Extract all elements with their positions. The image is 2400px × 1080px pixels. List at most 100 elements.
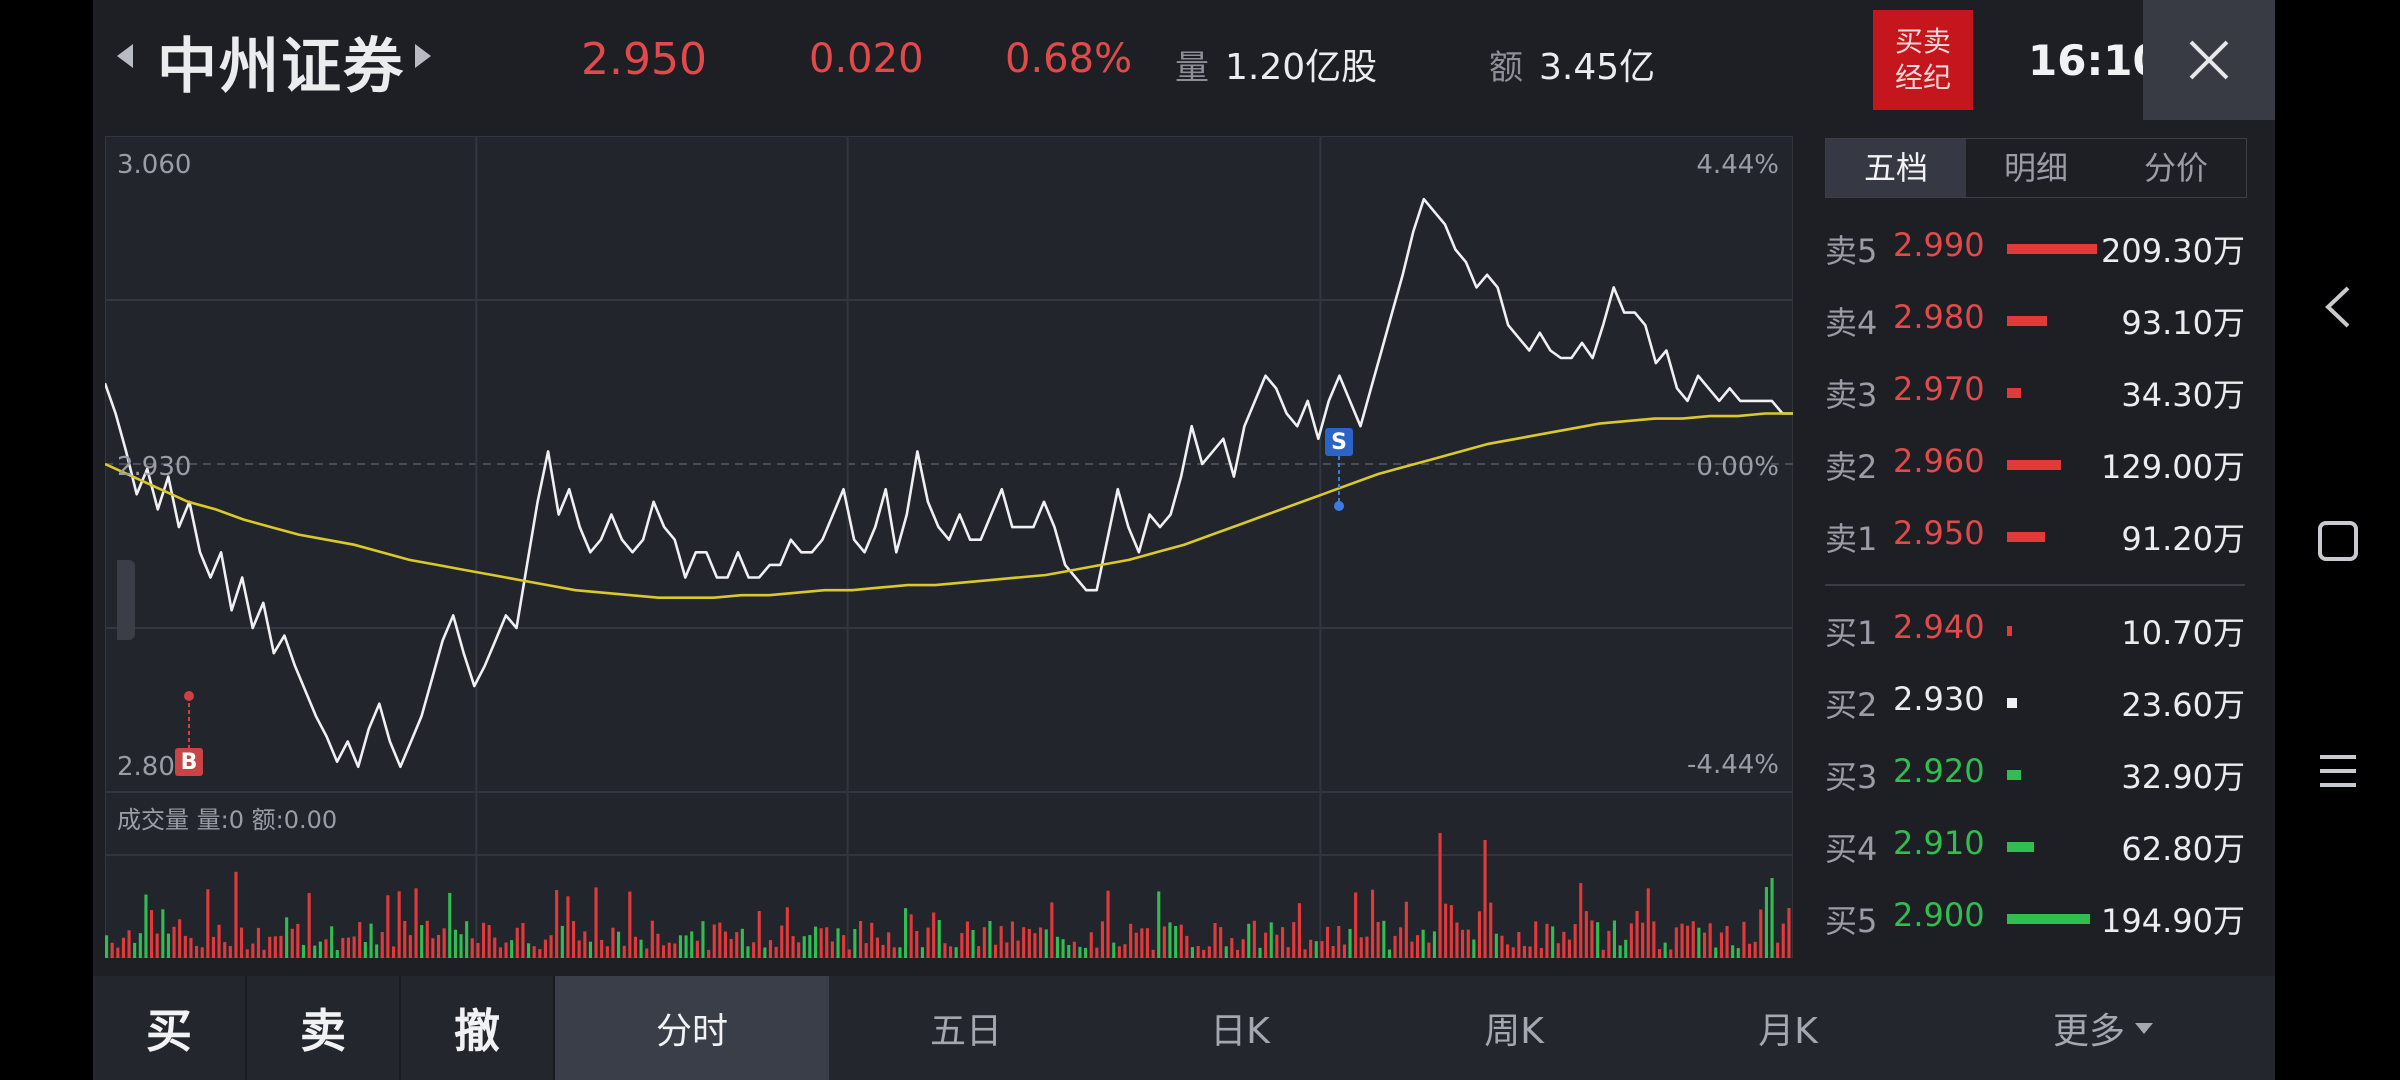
volume-bar bbox=[1725, 926, 1729, 958]
volume-bar bbox=[1736, 948, 1740, 958]
bid-row-4[interactable]: 买4 2.910 62.80万 bbox=[1825, 810, 2245, 882]
volume-bar bbox=[577, 940, 581, 958]
volume-bar bbox=[301, 944, 305, 958]
volume-bar bbox=[757, 911, 761, 958]
volume-bar bbox=[707, 949, 711, 958]
level-label: 卖3 bbox=[1825, 376, 1878, 414]
volume-bar bbox=[1781, 923, 1785, 958]
bid-row-5[interactable]: 买5 2.900 194.90万 bbox=[1825, 882, 2245, 954]
more-tab[interactable]: 更多 bbox=[1953, 976, 2253, 1080]
volume-bar bbox=[1556, 943, 1560, 958]
menu-button[interactable] bbox=[2275, 726, 2400, 816]
bid-row-3[interactable]: 买3 2.920 32.90万 bbox=[1825, 738, 2245, 810]
drawer-handle[interactable] bbox=[117, 560, 135, 640]
volume-bar bbox=[785, 907, 789, 958]
ask-row-4[interactable]: 卖2 2.960 129.00万 bbox=[1825, 428, 2245, 500]
ask-row-1[interactable]: 卖5 2.990 209.30万 bbox=[1825, 212, 2245, 284]
volume-bar bbox=[1044, 929, 1048, 958]
volume-bar bbox=[1371, 889, 1375, 958]
chevron-left-icon[interactable] bbox=[117, 44, 133, 68]
average-line bbox=[105, 412, 1793, 599]
tab-weekly-k[interactable]: 周K bbox=[1484, 1011, 1544, 1052]
volume-bar bbox=[397, 891, 401, 958]
tab-five-levels[interactable]: 五档 bbox=[1826, 139, 1966, 197]
broker-button[interactable]: 买卖 经纪 bbox=[1873, 10, 1973, 110]
back-button[interactable] bbox=[2275, 262, 2400, 352]
tab-daily-k[interactable]: 日K bbox=[1210, 1011, 1270, 1052]
volume-bar bbox=[1134, 932, 1138, 958]
buy-button[interactable]: 买 bbox=[93, 976, 247, 1080]
volume-bar bbox=[814, 926, 818, 958]
sell-button[interactable]: 卖 bbox=[247, 976, 401, 1080]
volume-bar bbox=[763, 947, 767, 958]
volume-bar bbox=[920, 947, 924, 958]
tab-price-split[interactable]: 分价 bbox=[2143, 149, 2208, 187]
volume-bar bbox=[729, 938, 733, 958]
volume-bar bbox=[1624, 939, 1628, 958]
volume-bar bbox=[251, 943, 255, 958]
volume-bar bbox=[223, 942, 227, 958]
volume-bar bbox=[375, 944, 379, 958]
level-label: 卖2 bbox=[1825, 448, 1878, 486]
intraday-chart[interactable]: 3.060 2.930 2.80 4.44% 0.00% -4.44% 成交量 … bbox=[105, 136, 1793, 958]
volume-bar bbox=[189, 937, 193, 958]
volume-bar bbox=[1354, 892, 1358, 958]
volume-bar bbox=[296, 923, 300, 958]
stock-name[interactable]: 中州证券 bbox=[157, 32, 405, 102]
close-button[interactable] bbox=[2143, 0, 2275, 120]
level-price: 2.920 bbox=[1893, 752, 1985, 790]
tab-intraday[interactable]: 分时 bbox=[555, 976, 829, 1080]
bid-row-1[interactable]: 买1 2.940 10.70万 bbox=[1825, 594, 2245, 666]
level-label: 买2 bbox=[1825, 686, 1878, 724]
volume-bar bbox=[859, 921, 863, 958]
price-axis-mid: 2.930 bbox=[117, 452, 192, 482]
volume-bar bbox=[1629, 923, 1633, 958]
tab-monthly-k[interactable]: 月K bbox=[1758, 1011, 1818, 1052]
level-volume: 91.20万 bbox=[2121, 520, 2245, 558]
buy-marker[interactable]: B bbox=[175, 748, 203, 776]
volume-bar bbox=[572, 921, 576, 958]
volume-bar bbox=[1567, 939, 1571, 958]
volume-bar bbox=[482, 922, 486, 958]
ask-row-3[interactable]: 卖3 2.970 34.30万 bbox=[1825, 356, 2245, 428]
volume-bar bbox=[1320, 941, 1324, 958]
ask-row-2[interactable]: 卖4 2.980 93.10万 bbox=[1825, 284, 2245, 356]
tab-details[interactable]: 明细 bbox=[2003, 149, 2068, 187]
volume-bar bbox=[1686, 925, 1690, 958]
volume-bar bbox=[1112, 942, 1116, 958]
volume-bar bbox=[178, 919, 182, 958]
volume-bar bbox=[380, 932, 384, 958]
back-icon bbox=[2324, 286, 2349, 328]
ask-row-5[interactable]: 卖1 2.950 91.20万 bbox=[1825, 500, 2245, 572]
volume-bar bbox=[1264, 932, 1268, 958]
volume-title: 成交量 量:0 额:0.00 bbox=[117, 806, 338, 834]
volume-bar bbox=[1309, 939, 1313, 958]
bottom-bar: 买 卖 撤 分时 五日 日K 周K 月K 更多 bbox=[93, 976, 2275, 1080]
level-label: 买4 bbox=[1825, 830, 1878, 868]
volume-bar bbox=[155, 933, 159, 958]
tab-five-day[interactable]: 五日 bbox=[929, 1011, 1002, 1052]
volume-bar bbox=[1230, 938, 1234, 958]
volume-bar bbox=[1174, 926, 1178, 958]
volume-bar bbox=[1573, 924, 1577, 958]
bid-row-2[interactable]: 买2 2.930 23.60万 bbox=[1825, 666, 2245, 738]
volume-bar bbox=[1719, 932, 1723, 958]
level-label: 买5 bbox=[1825, 902, 1878, 940]
volume-bar bbox=[645, 948, 649, 958]
chevron-right-icon[interactable] bbox=[415, 44, 431, 68]
home-button[interactable] bbox=[2275, 496, 2400, 586]
volume-bar bbox=[1539, 948, 1543, 958]
volume-bar bbox=[105, 935, 109, 958]
volume-bar bbox=[690, 931, 694, 958]
volume-bar bbox=[560, 925, 564, 958]
volume-bar bbox=[1579, 883, 1583, 958]
volume-bar bbox=[1770, 878, 1774, 958]
volume-bar bbox=[172, 926, 176, 958]
volume-bar bbox=[549, 935, 553, 958]
volume-bar bbox=[358, 922, 362, 958]
volume-bar bbox=[1674, 927, 1678, 958]
volume-bar bbox=[1269, 922, 1273, 958]
cancel-order-button[interactable]: 撤 bbox=[401, 976, 555, 1080]
volume-bar bbox=[1106, 890, 1110, 958]
sell-marker[interactable]: S bbox=[1325, 428, 1353, 456]
